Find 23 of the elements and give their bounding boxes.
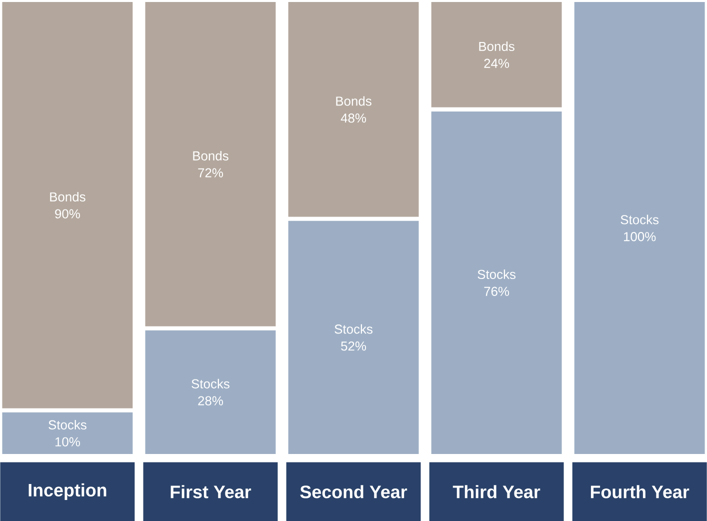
x-tick-label: Fourth Year [590, 485, 690, 498]
data-label: 72% [198, 168, 223, 178]
data-label: 10% [55, 437, 80, 446]
data-label: 28% [198, 396, 223, 406]
data-label: 76% [484, 286, 510, 296]
series-label: Bonds [479, 42, 514, 52]
text: Stocks [620, 214, 659, 224]
series-label: Stocks [48, 420, 86, 430]
text: Stocks [334, 324, 372, 334]
data-label: 52% [341, 341, 366, 351]
text: Stocks [192, 378, 230, 388]
x-tick-label: Inception [28, 483, 106, 500]
data-label: 100% [624, 232, 656, 242]
x-tick-label: Second Year [300, 485, 408, 498]
text: Bonds [50, 192, 86, 202]
text: Bonds [336, 96, 372, 106]
text: Stocks [478, 269, 516, 280]
x-tick-label: Third Year [452, 485, 540, 498]
data-label: 24% [484, 58, 510, 68]
text: Bonds [193, 150, 228, 160]
data-label: 48% [340, 113, 366, 123]
data-label: 90% [55, 209, 80, 218]
x-tick-label: First Year [170, 485, 252, 498]
